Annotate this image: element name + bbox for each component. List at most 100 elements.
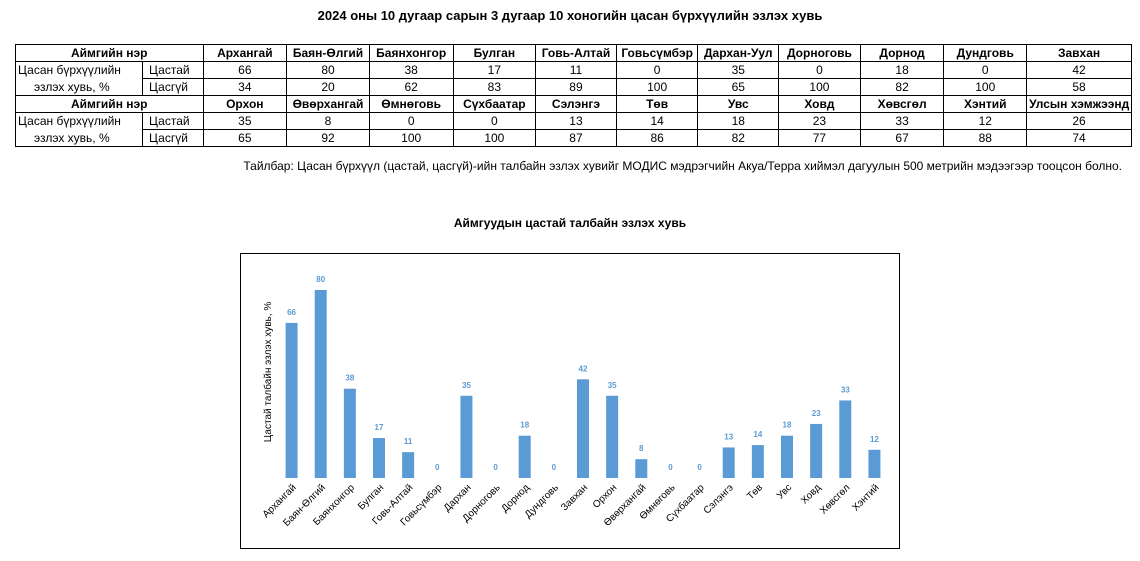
snow-label: Цастай [142, 61, 204, 79]
data-label: 14 [753, 430, 762, 439]
aimag-name-cell: Баянхонгор [368, 44, 454, 62]
bar [839, 400, 852, 478]
data-label: 23 [812, 409, 821, 418]
data-label: 0 [552, 463, 557, 472]
nosnow-value-cell: 100 [368, 129, 454, 147]
snow-value-cell: 18 [859, 61, 945, 79]
nosnow-value-cell: 82 [697, 129, 780, 147]
nosnow-value-cell: 82 [859, 78, 945, 96]
data-label: 18 [783, 421, 792, 430]
nosnow-value-cell: 87 [535, 129, 617, 147]
data-label: 35 [608, 381, 617, 390]
table-row-nosnow: эзлэх хувь, % Цасгүй 34 20 62 83 89 100 65 100 82 1… [14, 78, 1132, 96]
table-row-snow: Цасан бүрхүүлийн Цастай 35 8 0 0 13 14 18 23 33 12 2… [14, 112, 1132, 130]
snow-value-cell: 0 [778, 61, 861, 79]
snow-value-cell: 80 [286, 61, 370, 79]
data-label: 8 [639, 444, 644, 453]
nosnow-value-cell: 58 [1026, 78, 1132, 96]
aimag-name-cell: Сэлэнгэ [535, 95, 617, 113]
nosnow-value-cell: 100 [778, 78, 861, 96]
data-label: 42 [579, 364, 588, 373]
aimag-name-cell: Говьсүмбэр [615, 44, 699, 62]
data-label: 17 [375, 423, 384, 432]
aimag-name-cell: Өмнөговь [368, 95, 454, 113]
bar [751, 445, 764, 478]
row-label-line2: эзлэх хувь, % [14, 129, 144, 147]
snow-value-cell: 42 [1026, 61, 1132, 79]
x-tick-label: Увс [775, 482, 794, 501]
aimag-name-cell: Өвөрхангай [286, 95, 370, 113]
data-label: 38 [345, 374, 354, 383]
snow-value-cell: 33 [859, 112, 945, 130]
snow-value-cell: 18 [697, 112, 780, 130]
aimag-header-cell: Аймгийн нэр [15, 44, 204, 62]
data-label: 33 [841, 385, 850, 394]
snow-value-cell: 14 [615, 112, 699, 130]
snow-value-cell: 26 [1026, 112, 1132, 130]
table-header-row: Аймгийн нэр Орхон Өвөрхангай Өмнөговь Сүхбаа… [15, 95, 1132, 113]
x-tick-label: Хэнтий [850, 482, 881, 513]
snow-value-cell: 35 [697, 61, 780, 79]
nosnow-value-cell: 20 [286, 78, 370, 96]
page-title: 2024 оны 10 дугаар сарын 3 дугаар 10 хон… [317, 8, 823, 23]
snow-value-cell: 0 [615, 61, 699, 79]
bar [577, 379, 589, 478]
aimag-name-cell: Булган [452, 44, 537, 62]
aimag-name-cell: Төв [615, 95, 699, 113]
aimag-name-cell: Сүхбаатар [452, 95, 537, 113]
aimag-name-cell: Улсын хэмжээнд [1026, 95, 1132, 113]
aimag-name-cell: Хэнтий [943, 95, 1028, 113]
snow-value-cell: 17 [452, 61, 537, 79]
snow-value-cell: 38 [368, 61, 454, 79]
snow-value-cell: 66 [202, 61, 288, 79]
data-label: 0 [493, 463, 498, 472]
bar [373, 438, 385, 478]
snow-value-cell: 12 [943, 112, 1028, 130]
aimag-name-cell: Дундговь [943, 44, 1028, 62]
nosnow-value-cell: 88 [943, 129, 1028, 147]
table-note: Тайлбар: Цасан бүрхүүл (цастай, цасгүй)-… [243, 159, 1122, 173]
aimag-name-cell: Ховд [778, 95, 861, 113]
x-tick-label: Төв [745, 482, 765, 502]
aimag-name-cell: Завхан [1026, 44, 1132, 62]
aimag-name-cell: Дорноговь [778, 44, 861, 62]
bar [518, 435, 531, 478]
nosnow-label: Цасгүй [142, 78, 204, 96]
snow-value-cell: 0 [452, 112, 537, 130]
nosnow-label: Цасгүй [142, 129, 204, 147]
snow-value-cell: 0 [368, 112, 454, 130]
table-header-row: Аймгийн нэр Архангай Баян-Өлгий Баянхонгор Б… [15, 44, 1132, 62]
aimag-header-cell: Аймгийн нэр [15, 95, 204, 113]
snow-value-cell: 0 [943, 61, 1028, 79]
bar [314, 290, 327, 478]
bar [635, 459, 648, 478]
data-label: 18 [520, 421, 529, 430]
data-label: 80 [316, 275, 325, 284]
bar [460, 395, 473, 478]
bar [402, 452, 415, 478]
nosnow-value-cell: 67 [859, 129, 945, 147]
snow-value-cell: 35 [202, 112, 288, 130]
snow-value-cell: 13 [535, 112, 617, 130]
nosnow-value-cell: 100 [943, 78, 1028, 96]
snow-value-cell: 11 [535, 61, 617, 79]
y-axis-label: Цастай талбайн эзлэх хувь, % [262, 302, 274, 443]
nosnow-value-cell: 74 [1026, 129, 1132, 147]
nosnow-value-cell: 92 [286, 129, 370, 147]
bar-chart: Цастай талбайн эзлэх хувь, % 66Архангай80… [261, 275, 882, 529]
nosnow-value-cell: 89 [535, 78, 617, 96]
aimag-name-cell: Хөвсгөл [859, 95, 945, 113]
x-tick-label: Ховд [799, 482, 823, 506]
aimag-name-cell: Говь-Алтай [535, 44, 617, 62]
data-label: 0 [668, 463, 673, 472]
nosnow-value-cell: 34 [202, 78, 288, 96]
x-tick-label: Завхан [559, 482, 590, 513]
bar [285, 322, 298, 478]
snow-value-cell: 8 [286, 112, 370, 130]
snow-cover-table: Аймгийн нэр Архангай Баян-Өлгий Баянхонгор Б… [14, 44, 1132, 147]
data-label: 66 [287, 308, 296, 317]
data-label: 0 [435, 463, 440, 472]
nosnow-value-cell: 100 [615, 78, 699, 96]
aimag-name-cell: Дорнод [859, 44, 945, 62]
table-row-nosnow: эзлэх хувь, % Цасгүй 65 92 100 100 87 86 82 77 67 8… [14, 129, 1132, 147]
